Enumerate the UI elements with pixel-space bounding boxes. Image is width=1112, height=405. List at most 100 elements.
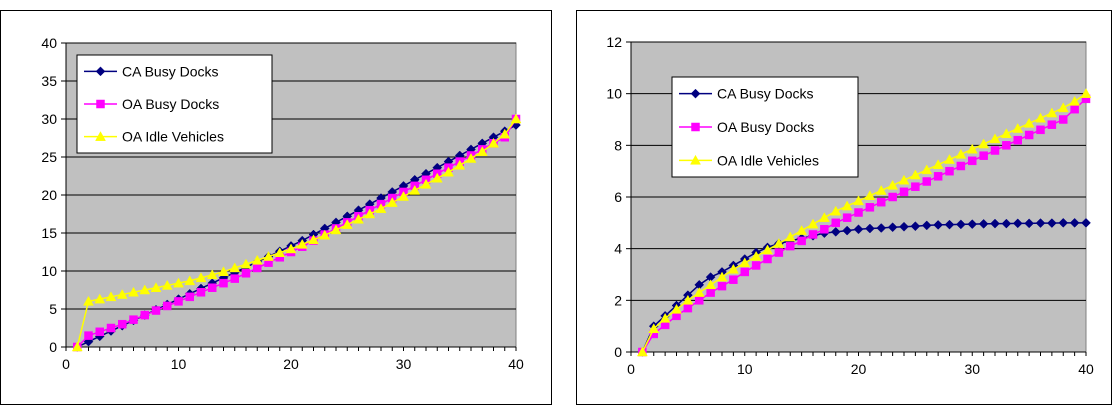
data-point — [274, 247, 286, 258]
data-point — [933, 220, 943, 230]
data-point — [841, 200, 853, 211]
data-point — [716, 271, 728, 282]
legend-label: CA Busy Docks — [122, 63, 218, 79]
data-point — [285, 243, 297, 254]
data-point — [151, 306, 161, 315]
data-point — [375, 203, 387, 213]
left-chart-svg: 0 5 10 15 20 25 30 35 40 0 10 20 30 40 CA Busy Docks OA… — [41, 35, 524, 372]
data-point — [877, 197, 886, 207]
data-point — [796, 225, 808, 235]
data-point — [1012, 218, 1023, 229]
data-point — [94, 293, 106, 304]
legend-marker — [690, 88, 701, 99]
y-tick-label: 8 — [614, 137, 622, 153]
data-point — [820, 225, 829, 234]
series-line — [76, 118, 517, 348]
data-point — [488, 137, 499, 148]
data-point — [750, 250, 762, 261]
data-point — [341, 219, 353, 229]
data-point — [978, 138, 990, 149]
data-point — [887, 222, 898, 233]
data-point — [944, 219, 955, 230]
data-point — [129, 315, 138, 324]
data-point — [140, 310, 149, 320]
data-point — [921, 220, 932, 231]
data-point — [218, 266, 229, 277]
legend-label: OA Busy Docks — [717, 119, 814, 135]
data-point — [1035, 218, 1046, 228]
x-tick-label: 20 — [283, 356, 299, 372]
data-point — [854, 208, 863, 217]
data-point — [978, 219, 989, 229]
y-tick-label: 25 — [41, 149, 57, 165]
data-point — [1035, 112, 1046, 123]
data-point — [443, 166, 454, 177]
data-point — [865, 223, 875, 234]
data-point — [308, 234, 319, 245]
data-point — [899, 221, 909, 232]
data-point — [1059, 115, 1068, 124]
x-tick-label: 40 — [508, 356, 524, 372]
data-point — [263, 251, 274, 261]
data-point — [409, 184, 421, 195]
legend-marker — [690, 154, 701, 165]
y-tick-label: 30 — [41, 111, 57, 127]
data-point — [465, 153, 477, 163]
data-point — [648, 323, 660, 333]
legend-marker — [95, 131, 106, 141]
data-point — [83, 295, 94, 306]
data-point — [727, 263, 739, 274]
data-point — [1080, 88, 1092, 98]
legend-item: OA Idle Vehicles — [84, 129, 224, 145]
series-line — [641, 98, 1087, 353]
left-chart: 0 5 10 15 20 25 30 35 40 0 10 20 30 40 CA Busy Docks OA… — [0, 10, 552, 405]
data-point — [1000, 128, 1012, 138]
series-line — [76, 118, 517, 348]
series-line — [641, 93, 1087, 353]
data-point — [499, 128, 511, 139]
data-point — [695, 296, 704, 305]
legend-item: CA Busy Docks — [84, 63, 218, 79]
data-point — [330, 224, 342, 235]
data-point — [206, 269, 218, 280]
data-point — [990, 218, 1000, 229]
data-point — [682, 294, 694, 305]
y-tick-label: 10 — [606, 86, 622, 102]
series-oa-busy-docks — [638, 94, 1091, 357]
data-point — [1024, 130, 1034, 140]
data-point — [319, 229, 331, 240]
data-point — [251, 254, 263, 265]
data-point — [1057, 102, 1069, 113]
data-point — [899, 187, 909, 197]
data-point — [1081, 217, 1091, 228]
series-line — [641, 222, 1086, 353]
data-point — [968, 156, 977, 166]
y-tick-label: 6 — [614, 189, 622, 205]
data-point — [195, 272, 207, 283]
data-point — [831, 218, 840, 228]
data-point — [774, 248, 784, 257]
data-point — [693, 287, 705, 297]
x-tick-label: 10 — [171, 356, 187, 372]
x-tick-label: 30 — [396, 356, 412, 372]
data-point — [476, 146, 488, 156]
data-point — [830, 227, 841, 237]
series-oa-idle-vehicles — [71, 113, 522, 352]
data-point — [751, 261, 761, 270]
legend: CA Busy Docks OA Busy Docks OA Idle Vehicl… — [671, 76, 859, 178]
y-tick-label: 2 — [614, 292, 622, 308]
legend-marker — [96, 99, 105, 109]
data-point — [990, 146, 1000, 155]
data-point — [945, 166, 954, 176]
data-point — [784, 231, 796, 242]
data-point — [386, 197, 398, 207]
data-point — [933, 172, 943, 181]
data-point — [671, 303, 682, 314]
data-point — [253, 263, 262, 273]
data-point — [174, 297, 183, 306]
data-point — [818, 212, 830, 222]
data-point — [921, 164, 933, 175]
data-point — [830, 205, 842, 216]
data-point — [208, 283, 217, 292]
data-point — [1012, 123, 1024, 133]
